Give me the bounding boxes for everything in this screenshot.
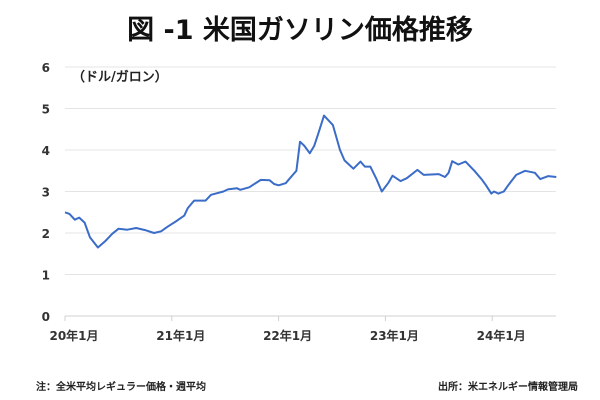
x-tick-label: 22年1月 bbox=[263, 328, 312, 343]
price-line bbox=[64, 114, 557, 249]
y-tick-label: 2 bbox=[42, 227, 50, 241]
y-tick-label: 1 bbox=[42, 269, 50, 283]
y-tick-label: 4 bbox=[42, 144, 50, 158]
source-note: 出所：米エネルギー情報管理局 bbox=[438, 382, 578, 393]
x-tick-label: 20年1月 bbox=[49, 328, 98, 343]
x-tick-label: 23年1月 bbox=[370, 328, 419, 343]
y-tick-label: 0 bbox=[42, 310, 50, 324]
y-tick-label: 6 bbox=[42, 61, 50, 75]
footnote: 注：全米平均レギュラー価格・週平均 bbox=[36, 382, 206, 393]
y-tick-label: 5 bbox=[42, 103, 50, 117]
x-tick-label: 21年1月 bbox=[156, 328, 205, 343]
chart-title: 図 -1 米国ガソリン価格推移 bbox=[127, 15, 473, 46]
y-tick-label: 3 bbox=[42, 186, 50, 200]
x-tick-label: 24年1月 bbox=[477, 328, 526, 343]
y-axis-unit-label: （ドル/ガロン） bbox=[72, 70, 168, 85]
